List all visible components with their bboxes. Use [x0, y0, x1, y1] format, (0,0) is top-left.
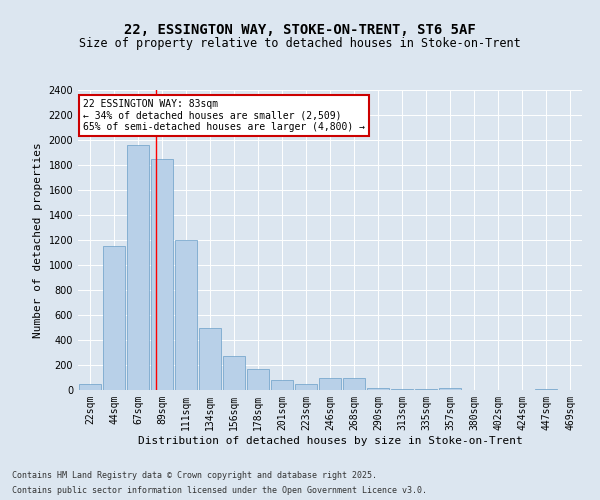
Text: Contains HM Land Registry data © Crown copyright and database right 2025.: Contains HM Land Registry data © Crown c…: [12, 471, 377, 480]
Bar: [175, 240, 197, 390]
Bar: [391, 389, 413, 390]
Text: 22, ESSINGTON WAY, STOKE-ON-TRENT, ST6 5AF: 22, ESSINGTON WAY, STOKE-ON-TRENT, ST6 5…: [124, 22, 476, 36]
Bar: [439, 388, 461, 390]
Bar: [127, 145, 149, 390]
Bar: [343, 378, 365, 390]
Bar: [247, 370, 269, 390]
Bar: [79, 384, 101, 390]
Bar: [151, 159, 173, 390]
Text: 22 ESSINGTON WAY: 83sqm
← 34% of detached houses are smaller (2,509)
65% of semi: 22 ESSINGTON WAY: 83sqm ← 34% of detache…: [83, 99, 365, 132]
X-axis label: Distribution of detached houses by size in Stoke-on-Trent: Distribution of detached houses by size …: [137, 436, 523, 446]
Bar: [295, 384, 317, 390]
Bar: [103, 246, 125, 390]
Bar: [271, 380, 293, 390]
Text: Contains public sector information licensed under the Open Government Licence v3: Contains public sector information licen…: [12, 486, 427, 495]
Y-axis label: Number of detached properties: Number of detached properties: [33, 142, 43, 338]
Bar: [367, 388, 389, 390]
Text: Size of property relative to detached houses in Stoke-on-Trent: Size of property relative to detached ho…: [79, 38, 521, 51]
Bar: [199, 328, 221, 390]
Bar: [319, 378, 341, 390]
Bar: [223, 356, 245, 390]
